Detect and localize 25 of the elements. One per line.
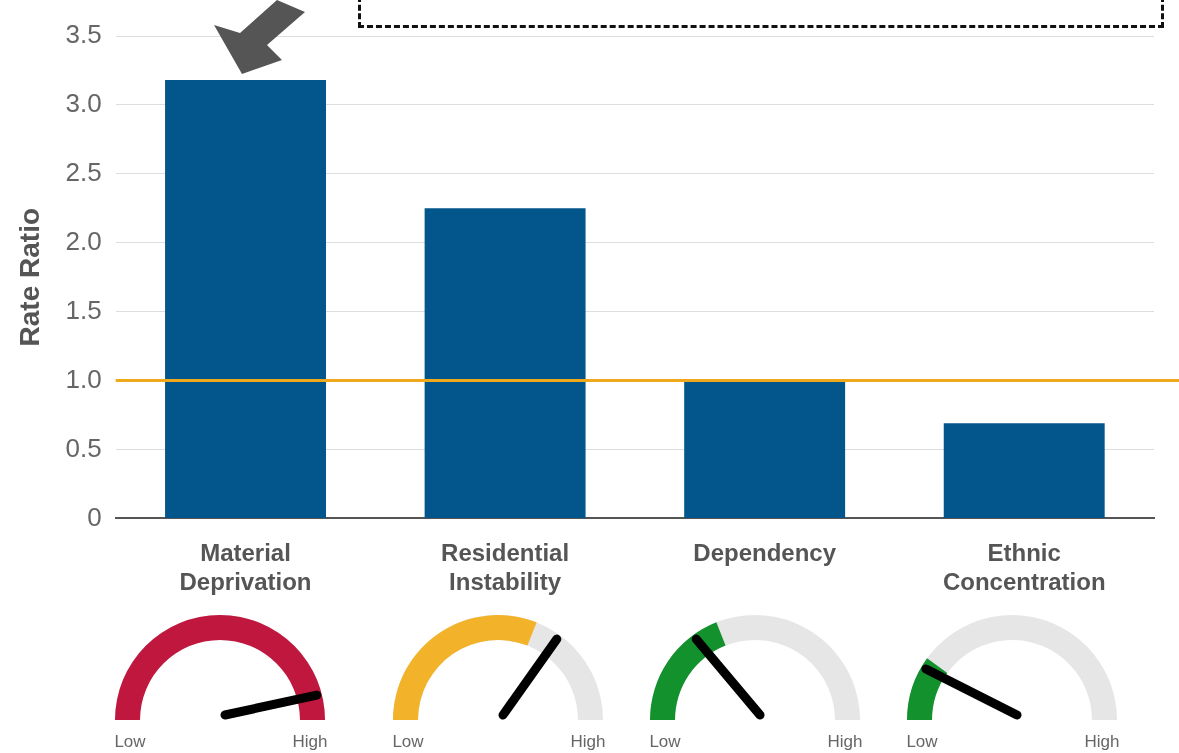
- bar: [165, 80, 326, 518]
- text: Low: [906, 732, 938, 752]
- y-tick-label: 1.5: [65, 294, 102, 325]
- y-tick-label: 2.5: [65, 157, 102, 187]
- bar: [684, 380, 846, 518]
- text: High: [1084, 732, 1120, 752]
- y-tick-label: 3.5: [65, 19, 102, 50]
- text: Low: [649, 732, 681, 752]
- y-axis-title: Rate Ratio: [13, 207, 45, 347]
- x-tick-label: Ethnic Concentration: [942, 539, 1106, 596]
- y-tick-label: 0.5: [65, 432, 102, 463]
- y-tick-label: 2.0: [65, 225, 102, 256]
- y-tick-label: 1.0: [65, 363, 102, 394]
- text: Low: [392, 732, 424, 752]
- x-tick-label: Dependency: [693, 539, 837, 567]
- text: High: [827, 732, 863, 752]
- text: High: [570, 732, 606, 752]
- x-tick-label: Residential Instability: [441, 539, 570, 596]
- text: High: [292, 732, 328, 752]
- y-tick-label: 0: [87, 501, 102, 532]
- bar: [424, 208, 586, 518]
- y-tick-label: 3.0: [65, 88, 102, 119]
- text: Low: [114, 732, 146, 752]
- bar: [943, 423, 1105, 518]
- x-tick-label: Material Deprivation: [179, 539, 312, 596]
